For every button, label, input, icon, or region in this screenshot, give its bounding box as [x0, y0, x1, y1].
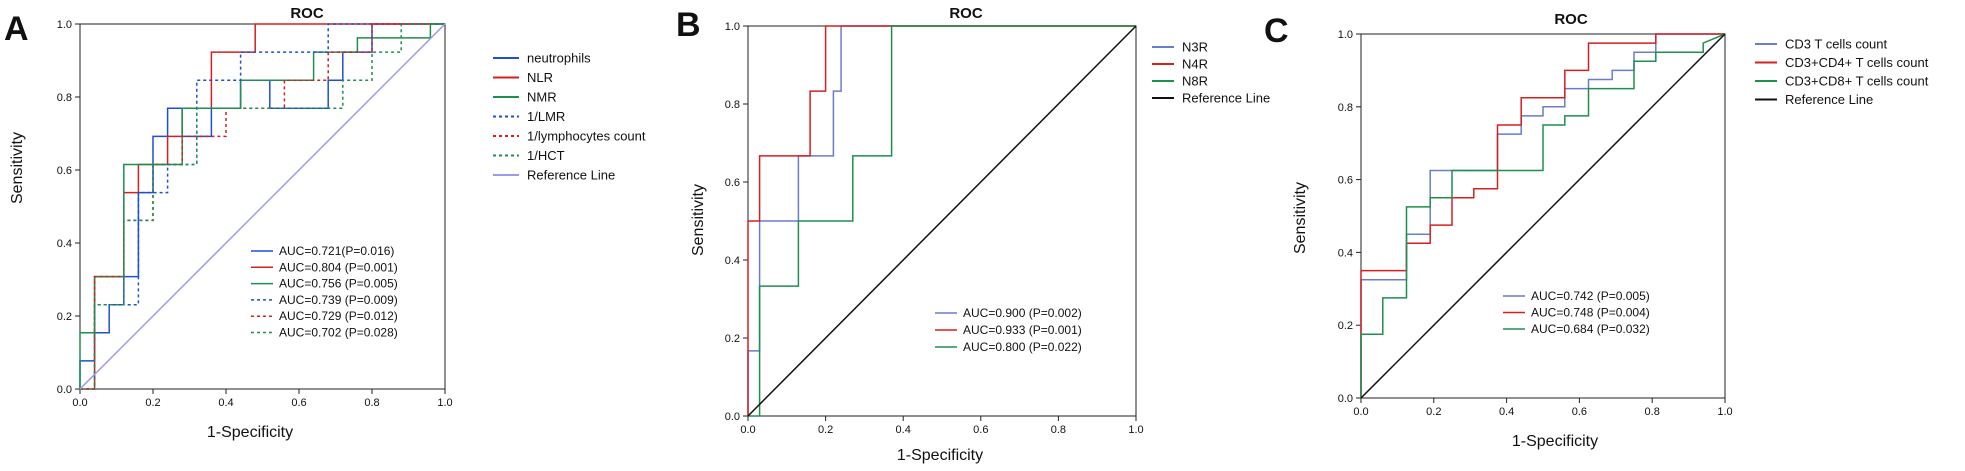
series-line-b-1	[747, 25, 1136, 416]
y-tick-label-c: 0.6	[1338, 175, 1353, 187]
auc-legend-c: AUC=0.742 (P=0.005) AUC=0.748 (P=0.004) AU…	[1503, 289, 1650, 336]
y-tick-label-c: 0.8	[1338, 102, 1353, 114]
y-tick-label-c: 0.0	[1338, 393, 1353, 405]
x-tick-label-a: 0.8	[364, 397, 379, 409]
legend-label-a-5: 1/HCT	[527, 148, 565, 163]
series-line-c-3	[1360, 33, 1726, 399]
auc-label-a-3: AUC=0.739 (P=0.009)	[279, 293, 398, 307]
auc-label-a-2: AUC=0.756 (P=0.005)	[279, 277, 398, 291]
y-axis-label-a: Sensitivity	[9, 132, 26, 204]
x-tick-label-c: 0.2	[1426, 406, 1441, 418]
x-tick-label-c: 0.8	[1645, 406, 1660, 418]
y-tick-label-b: 0.2	[725, 333, 740, 345]
y-tick-label-b: 0.8	[725, 99, 740, 111]
panel-c: C ROC 1-Specificity Sensitivity 0.0 0.2 0.…	[1264, 11, 1929, 450]
y-tick-label-a: 0.8	[57, 92, 72, 104]
legend-a: neutrophils NLR NMR 1/LMR 1/lymphocytes coun…	[493, 51, 646, 183]
x-tick-label-b: 0.8	[1051, 424, 1066, 436]
legend-label-b-3: Reference Line	[1182, 91, 1270, 106]
auc-label-b-2: AUC=0.800 (P=0.022)	[963, 340, 1082, 354]
legend-label-a-4: 1/lymphocytes count	[527, 129, 646, 144]
legend-c: CD3 T cells count CD3+CD4+ T cells count C…	[1755, 37, 1929, 107]
legend-label-a-6: Reference Line	[527, 168, 615, 183]
x-tick-label-b: 1.0	[1128, 424, 1143, 436]
ticks-c: 0.0 0.2 0.4 0.6 0.8 1.0 0.0 0.2 0.4 0.6 0.8 1.0	[1338, 29, 1733, 418]
plot-frame-c	[1360, 33, 1726, 399]
panel-b: B ROC 1-Specificity Sensitivity 0.0 0.2 0.…	[676, 5, 1270, 464]
auc-label-c-1: AUC=0.748 (P=0.004)	[1531, 306, 1650, 320]
x-tick-label-b: 0.0	[740, 424, 755, 436]
x-tick-label-b: 0.2	[818, 424, 833, 436]
x-tick-label-a: 0.2	[145, 397, 160, 409]
series-line-a-5	[80, 23, 445, 390]
series-line-c-2	[1360, 33, 1726, 398]
panel-letter-c: C	[1264, 12, 1289, 50]
y-tick-label-a: 0.4	[57, 238, 72, 250]
auc-legend-a: AUC=0.721(P=0.016) AUC=0.804 (P=0.001) AUC…	[251, 244, 398, 340]
series-line-a-4	[80, 23, 445, 390]
y-tick-label-a: 0.0	[57, 384, 72, 396]
legend-label-b-1: N4R	[1182, 57, 1208, 72]
auc-label-c-0: AUC=0.742 (P=0.005)	[1531, 289, 1650, 303]
chart-title-b: ROC	[949, 5, 983, 22]
y-tick-label-c: 0.4	[1338, 247, 1353, 259]
chart-title-c: ROC	[1554, 11, 1588, 28]
legend-label-b-0: N3R	[1182, 40, 1208, 55]
x-axis-label-a: 1-Specificity	[207, 424, 293, 441]
panel-a: A ROC 1-Specificity Sensitivity 0.0 0.2 0.…	[4, 5, 646, 441]
y-tick-label-b: 0.4	[725, 255, 740, 267]
y-axis-label-c: Sensitivity	[1292, 182, 1309, 254]
y-tick-label-b: 1.0	[725, 21, 740, 33]
x-axis-label-b: 1-Specificity	[897, 447, 983, 464]
x-tick-label-a: 0.6	[291, 397, 306, 409]
x-tick-label-a: 0.4	[218, 397, 233, 409]
y-tick-label-c: 1.0	[1338, 29, 1353, 41]
y-tick-label-b: 0.6	[725, 177, 740, 189]
y-tick-label-a: 0.2	[57, 311, 72, 323]
legend-b: N3R N4R N8R Reference Line	[1152, 40, 1270, 106]
x-tick-label-a: 1.0	[437, 397, 452, 409]
plot-lines-b	[747, 25, 1137, 417]
auc-label-a-0: AUC=0.721(P=0.016)	[279, 244, 394, 258]
y-tick-label-c: 0.2	[1338, 320, 1353, 332]
panel-letter-b: B	[676, 6, 701, 44]
legend-label-c-1: CD3+CD4+ T cells count	[1785, 55, 1929, 70]
series-line-a-6	[79, 23, 446, 390]
legend-label-a-3: 1/LMR	[527, 109, 565, 124]
y-tick-label-a: 0.6	[57, 165, 72, 177]
series-line-b-2	[748, 25, 1136, 417]
x-tick-label-b: 0.4	[896, 424, 911, 436]
legend-label-a-1: NLR	[527, 70, 553, 85]
x-tick-label-c: 0.6	[1572, 406, 1587, 418]
auc-label-b-1: AUC=0.933 (P=0.001)	[963, 323, 1082, 337]
y-tick-label-b: 0.0	[725, 411, 740, 423]
x-axis-label-c: 1-Specificity	[1512, 433, 1598, 450]
auc-label-c-2: AUC=0.684 (P=0.032)	[1531, 322, 1650, 336]
x-tick-label-c: 0.4	[1499, 406, 1514, 418]
x-tick-label-c: 0.0	[1353, 406, 1368, 418]
x-tick-label-c: 1.0	[1717, 406, 1732, 418]
legend-label-a-0: neutrophils	[527, 51, 591, 66]
auc-label-a-1: AUC=0.804 (P=0.001)	[279, 260, 398, 274]
plot-lines-a	[79, 23, 446, 390]
auc-label-a-5: AUC=0.702 (P=0.028)	[279, 326, 398, 340]
auc-label-a-4: AUC=0.729 (P=0.012)	[279, 309, 398, 323]
y-tick-label-a: 1.0	[57, 19, 72, 31]
series-line-b-3	[747, 25, 1137, 417]
legend-label-c-3: Reference Line	[1785, 92, 1873, 107]
plot-lines-c	[1360, 33, 1726, 399]
y-axis-label-b: Sensitivity	[690, 184, 707, 256]
auc-legend-b: AUC=0.900 (P=0.002) AUC=0.933 (P=0.001) AU…	[935, 306, 1082, 354]
legend-label-c-2: CD3+CD8+ T cells count	[1785, 74, 1929, 89]
ticks-a: 0.0 0.2 0.4 0.6 0.8 1.0 0.0 0.2 0.4 0.6 0.8 1.0	[57, 19, 453, 409]
legend-label-c-0: CD3 T cells count	[1785, 37, 1888, 52]
panel-letter-a: A	[4, 10, 29, 48]
legend-label-b-2: N8R	[1182, 74, 1208, 89]
x-tick-label-a: 0.0	[72, 397, 87, 409]
legend-label-a-2: NMR	[527, 90, 557, 105]
x-tick-label-b: 0.6	[973, 424, 988, 436]
chart-title-a: ROC	[290, 5, 324, 22]
auc-label-b-0: AUC=0.900 (P=0.002)	[963, 306, 1082, 320]
